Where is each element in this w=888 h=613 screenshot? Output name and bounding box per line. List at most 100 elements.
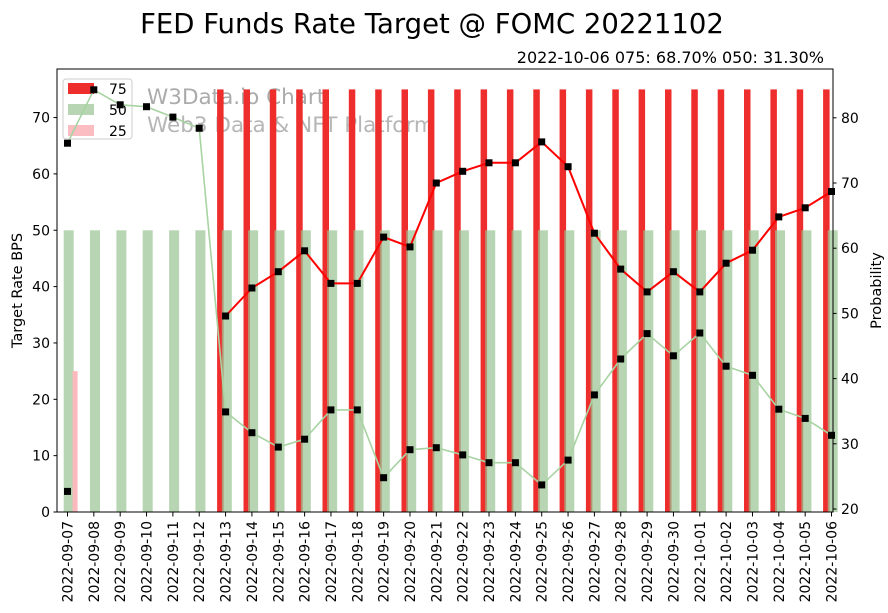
watermark-line2: Web3 Data & NFT Platform [147, 113, 435, 138]
bar-75 [375, 89, 382, 513]
bar-75 [744, 89, 751, 513]
x-tick-label: 2022-10-02 [719, 521, 735, 602]
prob-075-line-marker [511, 159, 519, 167]
prob-050-line-marker [696, 329, 704, 337]
prob-050-line-marker [169, 113, 177, 121]
bar-50 [722, 230, 733, 513]
left-tick-label: 50 [32, 223, 50, 239]
x-tick-label: 2022-09-22 [456, 521, 472, 602]
x-tick-label: 2022-09-23 [482, 521, 498, 602]
x-tick-label: 2022-10-03 [745, 521, 761, 602]
prob-050-line-marker [301, 435, 309, 443]
prob-075-line-marker [432, 179, 440, 187]
left-tick-label: 60 [32, 167, 50, 183]
bar-50 [169, 230, 180, 513]
prob-075-line-marker [643, 288, 651, 296]
x-tick-label: 2022-09-09 [113, 521, 129, 602]
bar-75 [770, 89, 777, 513]
prob-075-line-marker [274, 268, 282, 276]
legend-swatch-25 [68, 125, 94, 136]
bar-50 [406, 230, 417, 513]
bar-75 [269, 89, 277, 513]
prob-075-line-marker [327, 279, 335, 287]
legend-label-25: 25 [109, 124, 127, 140]
prob-075-line-marker [248, 284, 256, 292]
bar-25 [72, 371, 78, 512]
x-tick-label: 2022-09-21 [429, 521, 445, 602]
prob-050-line-marker [459, 451, 467, 459]
bar-75 [559, 89, 567, 513]
x-tick-label: 2022-09-08 [87, 521, 103, 602]
watermark-line1: W3Data.io Chart [147, 85, 325, 110]
bar-50 [748, 230, 759, 513]
prob-050-line-marker [669, 352, 677, 360]
bar-50 [248, 230, 259, 513]
left-tick-label: 40 [32, 280, 50, 296]
bar-50 [432, 230, 443, 513]
bar-75 [796, 89, 804, 513]
legend-swatch-75 [68, 83, 94, 94]
prob-050-line-marker [90, 86, 98, 94]
bar-75 [638, 89, 646, 513]
x-tick-label: 2022-09-07 [61, 521, 77, 602]
right-tick-label: 20 [841, 502, 859, 518]
legend-swatch-50 [68, 104, 94, 115]
right-axis-title: Probability [869, 252, 885, 329]
prob-075-line-marker [406, 243, 414, 251]
bar-50 [616, 230, 627, 513]
bar-75 [612, 89, 619, 513]
bar-75 [585, 89, 593, 513]
bar-50 [63, 230, 74, 513]
x-tick-label: 2022-09-14 [245, 521, 261, 602]
bar-75 [506, 89, 514, 513]
bar-75 [243, 89, 250, 513]
bar-75 [217, 89, 224, 513]
right-tick-label: 70 [841, 176, 859, 192]
bars-layer [63, 89, 838, 513]
left-tick-label: 20 [32, 392, 50, 408]
bar-50 [379, 230, 390, 513]
x-tick-label: 2022-09-29 [640, 521, 656, 602]
chart-title: FED Funds Rate Target @ FOMC 20221102 [140, 8, 724, 40]
prob-050-line-marker [143, 103, 150, 111]
x-tick-label: 2022-10-04 [772, 521, 788, 602]
left-tick-label: 0 [41, 505, 50, 521]
left-axis-title: Target Rate BPS [10, 233, 26, 349]
x-tick-label: 2022-09-30 [666, 521, 682, 602]
bar-75 [717, 89, 725, 513]
right-tick-label: 30 [841, 437, 859, 453]
prob-050-line-marker [775, 405, 783, 413]
bar-75 [348, 89, 356, 513]
bar-50 [564, 230, 575, 513]
bar-50 [801, 230, 812, 513]
bar-50 [300, 230, 311, 513]
bar-50 [590, 230, 601, 513]
x-tick-label: 2022-09-20 [403, 521, 419, 602]
prob-050-line-marker [195, 124, 203, 132]
bar-50 [696, 230, 706, 513]
bar-50 [353, 230, 364, 513]
x-tick-label: 2022-09-26 [561, 521, 577, 602]
prob-050-line-marker [538, 481, 546, 489]
x-tick-label: 2022-10-01 [693, 521, 709, 602]
x-tick-label: 2022-09-10 [140, 521, 156, 602]
prob-075-line-marker [749, 246, 756, 254]
x-tick-label: 2022-10-06 [825, 521, 841, 602]
prob-075-line-marker [485, 159, 493, 167]
bar-50 [669, 230, 680, 513]
prob-050-line-marker [380, 474, 388, 482]
bar-75 [401, 89, 408, 513]
prob-075-line-marker [696, 288, 704, 296]
bar-50 [142, 230, 153, 513]
x-tick-label: 2022-09-19 [377, 521, 393, 602]
bar-75 [823, 89, 830, 513]
plot-frame [56, 68, 834, 513]
prob-050-line-marker [274, 443, 282, 451]
x-tick-label: 2022-09-15 [271, 521, 287, 602]
prob-050-line-marker [511, 459, 519, 467]
prob-075-line-marker [353, 279, 361, 287]
prob-075-line-marker [801, 204, 809, 212]
prob-075-line-marker [64, 487, 71, 495]
